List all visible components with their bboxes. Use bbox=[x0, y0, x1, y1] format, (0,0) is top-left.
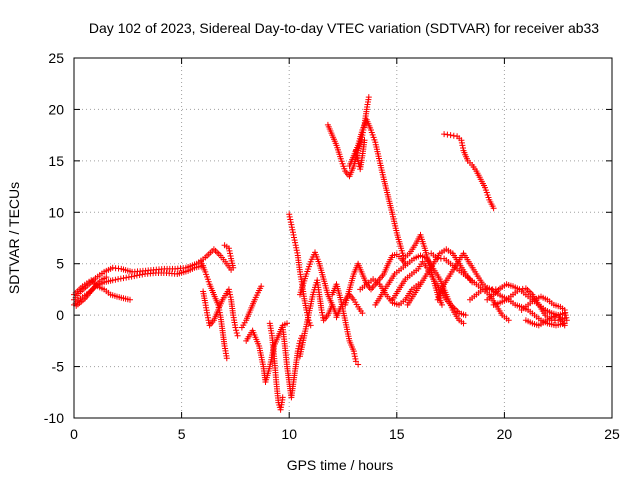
data-point-interp bbox=[112, 276, 119, 283]
data-point bbox=[359, 310, 366, 317]
data-point-interp bbox=[295, 345, 302, 352]
x-tick-label: 20 bbox=[497, 426, 513, 442]
data-point bbox=[258, 283, 265, 290]
axis-ticks: 0 5 10 15 20 25 -10 -5 0 5 10 15 20 25 bbox=[44, 50, 620, 442]
data-point-interp bbox=[227, 250, 233, 257]
data-point bbox=[355, 157, 362, 164]
data-point bbox=[232, 324, 239, 331]
data-point bbox=[490, 205, 497, 212]
data-marks bbox=[71, 94, 570, 413]
y-tick-label: -5 bbox=[52, 359, 65, 375]
y-tick-label: 15 bbox=[48, 153, 64, 169]
data-point bbox=[365, 94, 372, 101]
y-tick-label: 5 bbox=[56, 256, 64, 272]
data-point bbox=[131, 273, 138, 280]
data-point bbox=[103, 274, 110, 281]
data-point-interp bbox=[293, 247, 300, 254]
data-point bbox=[234, 332, 241, 339]
data-point-interp bbox=[233, 330, 240, 336]
data-point bbox=[230, 264, 237, 271]
data-point bbox=[355, 361, 362, 368]
data-point bbox=[505, 317, 512, 324]
y-tick-label: 20 bbox=[48, 101, 64, 117]
y-tick-label: 25 bbox=[48, 50, 64, 66]
data-point-interp bbox=[459, 142, 466, 149]
data-point bbox=[447, 132, 454, 139]
data-point-interp bbox=[291, 234, 297, 241]
data-point-interp bbox=[233, 327, 240, 334]
data-point bbox=[127, 296, 133, 303]
x-tick-label: 15 bbox=[389, 426, 405, 442]
data-point-interp bbox=[562, 312, 569, 319]
data-point bbox=[460, 320, 467, 327]
x-tick-label: 10 bbox=[281, 426, 297, 442]
data-point bbox=[279, 394, 286, 401]
data-point bbox=[361, 137, 368, 144]
x-axis-label: GPS time / hours bbox=[287, 457, 394, 473]
data-point bbox=[462, 312, 469, 319]
data-point bbox=[561, 322, 568, 329]
data-point bbox=[563, 317, 570, 324]
data-point bbox=[225, 286, 232, 293]
grid bbox=[74, 58, 612, 418]
data-point bbox=[204, 312, 211, 319]
x-tick-label: 5 bbox=[178, 426, 186, 442]
y-tick-label: -10 bbox=[44, 410, 64, 426]
x-tick-label: 25 bbox=[604, 426, 620, 442]
y-axis-label: SDTVAR / TECUs bbox=[6, 182, 22, 294]
data-point bbox=[225, 245, 232, 252]
data-point bbox=[439, 301, 445, 308]
data-point-interp bbox=[286, 213, 293, 220]
x-tick-label: 0 bbox=[70, 426, 78, 442]
data-point bbox=[284, 320, 290, 327]
plot-frame bbox=[73, 57, 613, 419]
data-point-interp bbox=[292, 239, 299, 246]
data-point bbox=[352, 358, 359, 365]
data-point bbox=[223, 355, 230, 362]
y-tick-label: 0 bbox=[56, 307, 64, 323]
chart-title: Day 102 of 2023, Sidereal Day-to-day VTE… bbox=[89, 20, 599, 36]
data-point bbox=[303, 307, 310, 313]
data-point bbox=[307, 322, 314, 329]
y-tick-label: 10 bbox=[48, 204, 64, 220]
data-point-interp bbox=[351, 353, 358, 360]
